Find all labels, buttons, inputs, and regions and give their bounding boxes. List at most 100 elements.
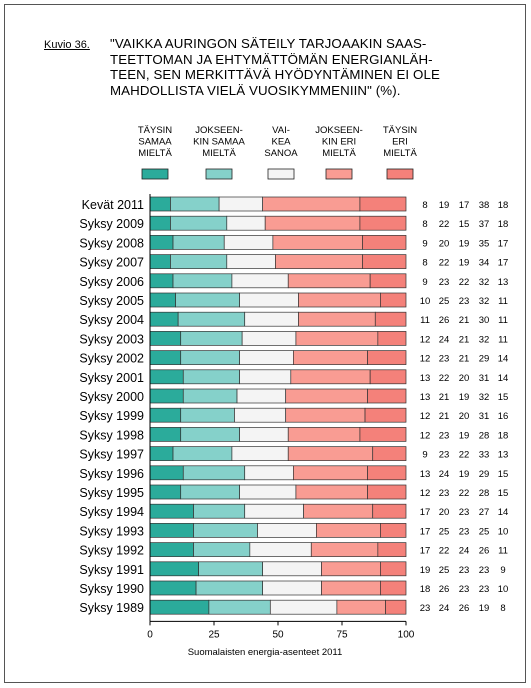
bar-segment [170, 254, 228, 269]
bar-segment [287, 427, 361, 442]
figure-label: Kuvio 36. [44, 39, 90, 51]
bar-segment [362, 235, 407, 250]
category-label: Syksy 1989 [79, 601, 144, 615]
value-label: 21 [439, 411, 450, 422]
bar-segment [208, 599, 271, 615]
value-label: 9 [422, 450, 427, 461]
legend-label: MIELTÄ [138, 148, 172, 159]
value-label: 35 [479, 238, 490, 249]
value-label: 22 [459, 488, 470, 499]
bar-segment [359, 196, 407, 212]
value-label: 8 [422, 200, 427, 211]
bar-segment [182, 388, 238, 404]
category-label: Syksy 1993 [79, 524, 144, 538]
legend-label: TÄYSIN [138, 125, 172, 136]
x-tick-label: 0 [147, 629, 153, 640]
x-tick-label: 75 [336, 629, 348, 640]
value-label: 22 [439, 219, 450, 230]
category-label: Syksy 2009 [79, 217, 144, 231]
bar-segment [385, 599, 407, 615]
value-label: 17 [420, 546, 431, 557]
category-label: Kevät 2011 [82, 198, 144, 212]
value-label: 14 [498, 354, 509, 365]
bar-segment [182, 465, 246, 481]
value-label: 34 [479, 258, 490, 269]
bar-segment [170, 215, 228, 231]
value-label: 28 [479, 430, 490, 441]
bar-segment [180, 407, 235, 423]
bar-segment [264, 215, 361, 231]
value-label: 11 [498, 334, 508, 345]
legend-label: KIN SAMAA [193, 137, 245, 148]
value-label: 26 [459, 603, 470, 614]
value-label: 28 [479, 488, 490, 499]
value-label: 23 [459, 565, 470, 576]
value-label: 19 [459, 258, 470, 269]
value-label: 23 [439, 354, 450, 365]
bar-segment [298, 292, 381, 308]
bar-segment [364, 407, 407, 423]
title-line: TEETTOMAN JA EHTYMÄTTÖMÄN ENERGIANLÄH- [110, 51, 433, 67]
value-label: 19 [459, 238, 470, 249]
bar-segment [249, 542, 312, 557]
bar-segment [236, 388, 287, 404]
bar-segment [231, 273, 289, 289]
value-label: 29 [479, 354, 490, 365]
value-label: 12 [420, 430, 431, 441]
value-label: 12 [420, 334, 431, 345]
bar-segment [372, 446, 407, 461]
value-label: 18 [420, 584, 431, 595]
bar-segment [149, 523, 194, 538]
value-label: 23 [459, 526, 470, 537]
value-label: 32 [479, 296, 490, 307]
bar-segment [285, 407, 366, 423]
value-label: 15 [498, 392, 509, 403]
category-label: Syksy 2003 [79, 332, 144, 346]
legend-label: SAMAA [138, 137, 172, 148]
bar-segment [369, 369, 407, 385]
value-label: 9 [422, 238, 427, 249]
legend-label: MIELTÄ [383, 148, 417, 159]
value-label: 18 [498, 219, 509, 230]
bar-segment [380, 523, 407, 538]
value-label: 17 [459, 200, 470, 211]
bar-segment [275, 254, 363, 269]
value-label: 20 [439, 507, 450, 518]
bar-segment [149, 254, 171, 269]
bar-segment [193, 542, 251, 557]
value-label: 21 [439, 392, 450, 403]
bar-segment [285, 388, 368, 404]
value-label: 24 [439, 603, 450, 614]
bar-segment [287, 446, 374, 461]
bar-segment [372, 503, 407, 519]
value-label: 22 [439, 373, 450, 384]
value-label: 19 [439, 200, 450, 211]
bar-segment [180, 427, 240, 442]
bar-segment [149, 542, 194, 557]
bar-segment [239, 369, 292, 385]
bar-segment [175, 292, 240, 308]
value-label: 23 [459, 296, 470, 307]
category-label: Syksy 1997 [79, 448, 144, 462]
value-label: 10 [498, 526, 509, 537]
value-label: 31 [479, 373, 490, 384]
x-tick-label: 50 [272, 629, 284, 640]
bar-segment [149, 407, 182, 423]
bar-segment [172, 446, 233, 461]
value-label: 17 [420, 507, 431, 518]
value-label: 23 [439, 277, 450, 288]
title-line: "VAIKKA AURINGON SÄTEILY TARJOAAKIN SAAS… [110, 36, 427, 51]
bar-segment [262, 561, 322, 577]
bar-segment [180, 350, 240, 365]
value-label: 21 [459, 334, 470, 345]
bar-segment [226, 215, 266, 231]
value-label: 32 [479, 392, 490, 403]
bar-segment [367, 465, 407, 481]
title-line: MAHDOLLISTA VIELÄ VUOSIKYMMENIIN" (%). [110, 82, 401, 98]
bar-segment [226, 254, 276, 269]
value-label: 12 [420, 354, 431, 365]
value-label: 15 [498, 469, 509, 480]
bar-segment [180, 331, 243, 346]
title-line: TEEN, SEN MERKITTÄVÄ HYÖDYNTÄMINEN EI OL… [110, 67, 440, 83]
